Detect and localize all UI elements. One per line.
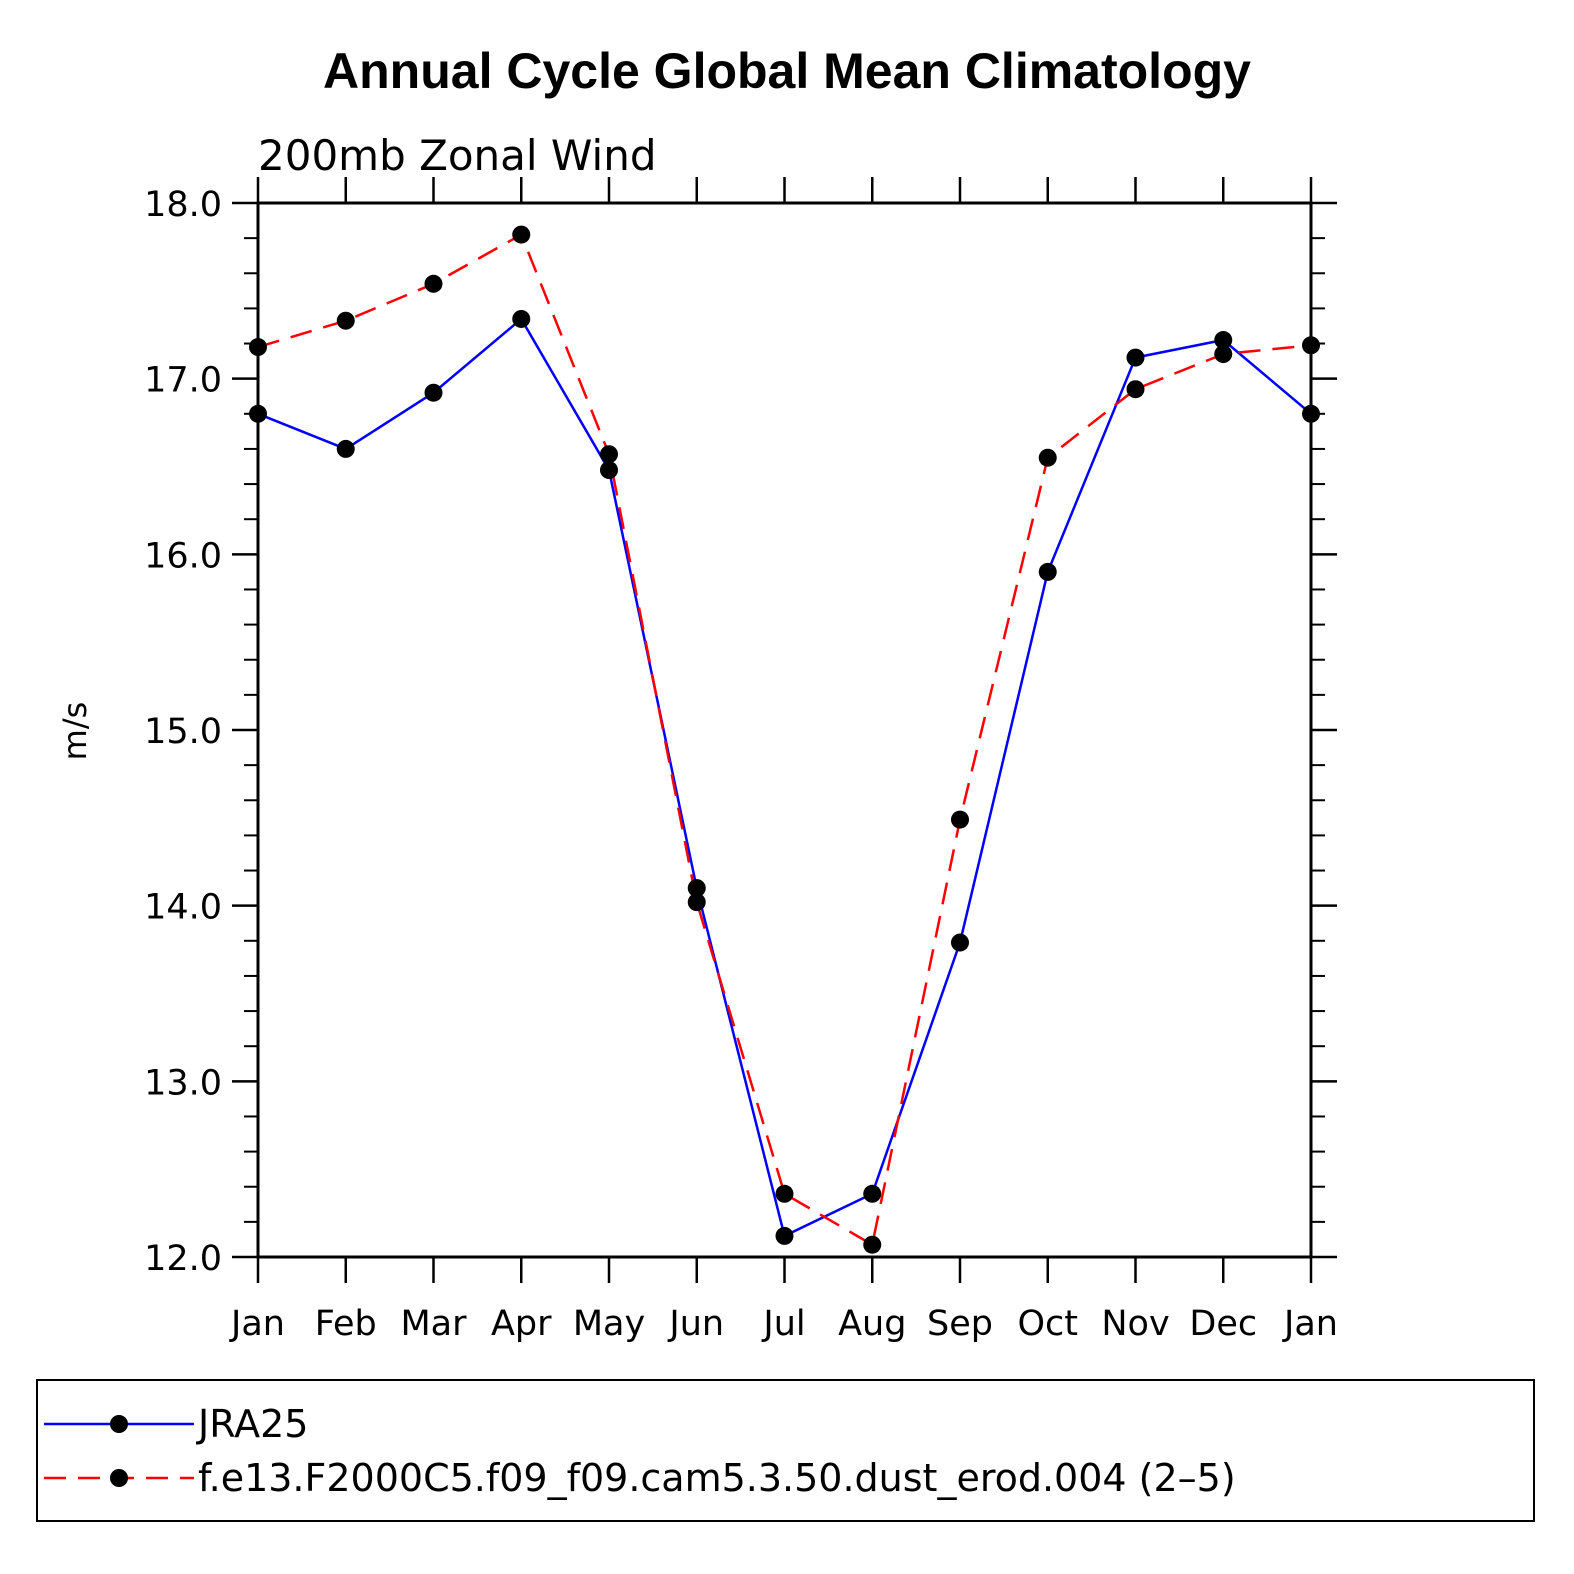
- y-tick-label: 16.0: [144, 536, 222, 576]
- data-point-series-2: [512, 225, 531, 244]
- x-tick-label: Mar: [400, 1304, 467, 1344]
- x-tick-label: Nov: [1101, 1304, 1169, 1344]
- x-tick-label: Oct: [1017, 1304, 1078, 1344]
- series-line-2: [257, 232, 1312, 1247]
- y-tick-label: 15.0: [144, 712, 222, 752]
- data-point-series-1: [600, 461, 618, 480]
- data-point-series-1: [1214, 331, 1233, 350]
- x-tick-label: Feb: [315, 1304, 377, 1344]
- y-axis-label: m/s: [56, 702, 94, 761]
- y-tick-label: 13.0: [144, 1063, 222, 1103]
- series-line-1: [257, 317, 1312, 1238]
- data-point-series-2: [424, 274, 443, 293]
- series-markers: [249, 225, 1320, 1254]
- x-tick-label: Jan: [1282, 1304, 1338, 1344]
- data-point-series-2: [249, 338, 267, 357]
- legend-box: [36, 1379, 1535, 1522]
- legend: JRA25 f.e13.F2000C5.f09_f09.cam5.3.50.dus…: [44, 1402, 1236, 1500]
- data-point-series-2: [951, 810, 969, 829]
- major-ticks: [232, 177, 1337, 1283]
- x-tick-label: Aug: [838, 1304, 906, 1344]
- data-point-series-2: [336, 311, 355, 330]
- data-point-series-1: [687, 879, 706, 898]
- data-point-series-2: [775, 1184, 794, 1203]
- y-tick-label: 18.0: [144, 185, 222, 225]
- y-tick-label: 12.0: [144, 1239, 222, 1279]
- x-tick-label: Jan: [229, 1304, 285, 1344]
- data-point-series-1: [1038, 562, 1057, 581]
- legend-marker-1: [110, 1415, 128, 1433]
- data-point-series-1: [512, 309, 531, 328]
- series-lines: [257, 232, 1312, 1247]
- data-point-series-2: [1126, 380, 1145, 399]
- chart-title: Annual Cycle Global Mean Climatology: [323, 43, 1251, 99]
- data-point-series-2: [1302, 336, 1320, 355]
- legend-label-2: f.e13.F2000C5.f09_f09.cam5.3.50.dust_ero…: [198, 1456, 1236, 1500]
- data-point-series-2: [600, 445, 618, 464]
- x-tick-label: Jun: [667, 1304, 724, 1344]
- x-tick-labels: Jan Feb Mar Apr May Jun Jul Aug Sep Oct Nov Dec Jan: [229, 1304, 1338, 1344]
- chart-subtitle: 200mb Zonal Wind: [258, 131, 657, 180]
- data-point-series-1: [951, 933, 969, 952]
- minor-ticks: [244, 237, 1325, 1223]
- y-tick-label: 14.0: [144, 888, 222, 928]
- data-point-series-1: [863, 1184, 882, 1203]
- data-point-series-1: [775, 1226, 794, 1245]
- legend-label-1: JRA25: [196, 1402, 308, 1446]
- x-tick-label: Apr: [491, 1304, 552, 1344]
- data-point-series-1: [249, 404, 267, 423]
- data-point-series-1: [1126, 348, 1145, 367]
- y-tick-labels: 12.0 13.0 14.0 15.0 16.0 17.0 18.0: [144, 185, 222, 1279]
- x-tick-label: Dec: [1189, 1304, 1257, 1344]
- data-point-series-1: [1302, 404, 1320, 423]
- x-tick-label: Sep: [927, 1304, 993, 1344]
- data-point-series-1: [424, 383, 443, 402]
- plot-frame: [256, 201, 1313, 1259]
- legend-marker-2: [110, 1469, 128, 1487]
- x-tick-label: Jul: [761, 1304, 805, 1344]
- data-point-series-1: [336, 439, 355, 458]
- data-point-series-2: [1038, 448, 1057, 467]
- data-point-series-2: [687, 893, 706, 912]
- x-tick-label: May: [573, 1304, 645, 1344]
- data-point-series-2: [863, 1235, 882, 1254]
- data-point-series-2: [1214, 345, 1233, 364]
- y-tick-label: 17.0: [144, 361, 222, 401]
